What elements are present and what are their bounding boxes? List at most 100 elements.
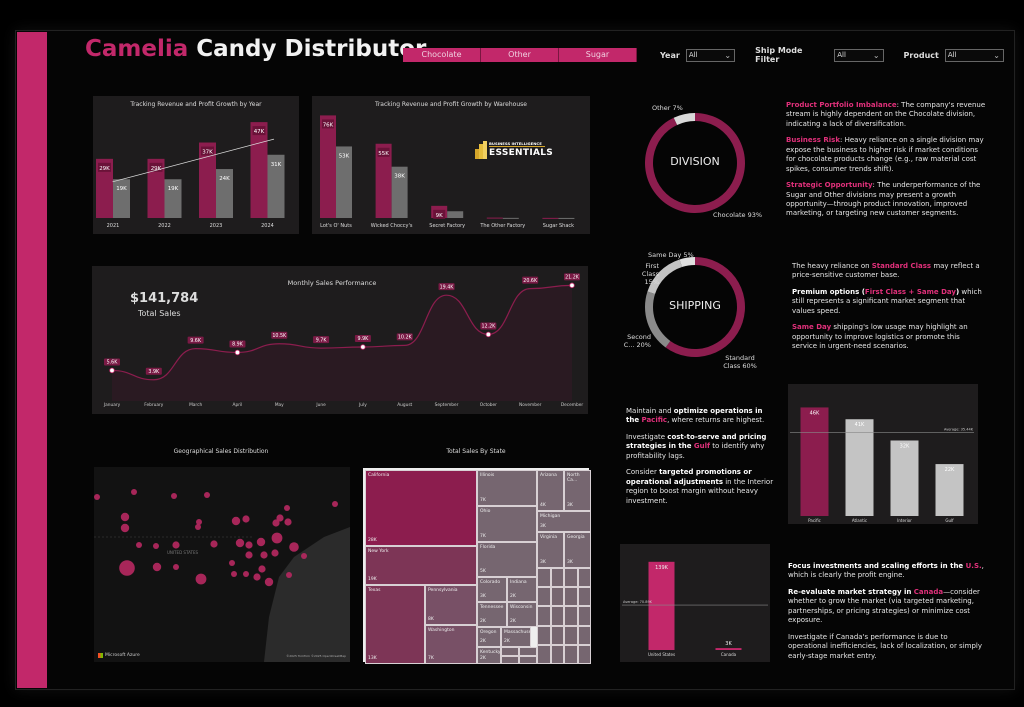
data-label: 31K: [271, 162, 282, 168]
sales-bubble: [231, 516, 241, 526]
sales-bubble: [196, 519, 202, 525]
title-rest: Candy Distributor: [188, 36, 427, 62]
treemap-cell-label: Colorado: [480, 580, 501, 585]
year-filter-dropdown[interactable]: All ⌄: [685, 48, 736, 62]
treemap-cell[interactable]: Tennessee 2K: [477, 602, 507, 627]
treemap-cell-small[interactable]: [577, 644, 591, 664]
treemap-cell[interactable]: Kentucky 2K: [477, 647, 501, 664]
treemap-cell[interactable]: North Ca... 3K: [564, 470, 591, 511]
donut-label-same-day: Same Day 5%: [648, 251, 694, 259]
data-label: 41K: [855, 422, 865, 428]
sales-bubble: [131, 489, 137, 495]
division-tab-other[interactable]: Other: [481, 48, 559, 62]
treemap-cell-small[interactable]: [501, 655, 519, 664]
treemap-cell-label: Georgia: [567, 535, 585, 540]
treemap-cell-small[interactable]: [564, 568, 578, 588]
sales-bubble: [271, 549, 279, 557]
treemap-cell-small[interactable]: [577, 568, 591, 588]
treemap-cell-small[interactable]: [577, 587, 591, 607]
treemap-cell-small[interactable]: [564, 644, 578, 664]
sales-bubble: [284, 518, 292, 526]
division-donut-chart[interactable]: DIVISION Other 7% Chocolate 93%: [610, 98, 780, 228]
insight-text: which still represents a significant mar…: [792, 287, 982, 315]
treemap-cell[interactable]: Georgia 3K: [564, 532, 591, 568]
sales-map[interactable]: UNITED STATES Microsoft Azure ©2025 TomT…: [94, 467, 350, 662]
division-tab-chocolate[interactable]: Chocolate: [403, 48, 481, 62]
treemap-sales-by-state[interactable]: California 28K New York 19K Texas 13K Pennsylv…: [363, 468, 591, 664]
division-tab-sugar[interactable]: Sugar: [559, 48, 637, 62]
treemap-cell-small[interactable]: [550, 644, 564, 664]
insight-highlight: First Class + Same Day: [864, 287, 956, 296]
treemap-cell-small[interactable]: [550, 606, 564, 626]
treemap-cell-value: 19K: [368, 577, 377, 582]
treemap-cell-small[interactable]: [519, 647, 537, 656]
treemap-cell[interactable]: Illinois 7K: [477, 470, 537, 506]
treemap-cell-small[interactable]: [537, 587, 551, 607]
treemap-cell-label: Kentucky: [480, 650, 501, 655]
treemap-cell-small[interactable]: [577, 625, 591, 645]
treemap-cell[interactable]: Pennsylvania 8K: [425, 585, 477, 625]
product-filter-dropdown[interactable]: All ⌄: [944, 48, 1004, 62]
treemap-cell[interactable]: Ohio 7K: [477, 506, 537, 542]
treemap-cell[interactable]: Texas 13K: [365, 585, 425, 664]
chart-monthly-sales[interactable]: Monthly Sales Performance $141,784 Total…: [92, 266, 588, 414]
x-tick-label: 2024: [261, 223, 274, 229]
data-label: 139K: [655, 565, 669, 571]
treemap-cell[interactable]: Washington 7K: [425, 625, 477, 664]
x-tick-label: November: [519, 402, 542, 408]
insight-paragraph: Strategic Opportunity: The underperforma…: [786, 181, 986, 219]
treemap-cell[interactable]: Indiana 2K: [507, 577, 537, 602]
chart-revenue-profit-by-year[interactable]: Tracking Revenue and Profit Growth by Ye…: [93, 96, 299, 234]
treemap-cell-small[interactable]: [501, 647, 519, 656]
treemap-cell-value: 3K: [567, 503, 573, 508]
data-label: 12.2K: [481, 324, 496, 330]
chart-revenue-profit-by-warehouse[interactable]: Tracking Revenue and Profit Growth by Wa…: [312, 96, 590, 234]
chevron-down-icon: ⌄: [872, 50, 880, 60]
treemap-cell-small[interactable]: [537, 606, 551, 626]
treemap-cell[interactable]: Virginia 3K: [537, 532, 564, 568]
treemap-cell[interactable]: Florida 5K: [477, 542, 537, 577]
treemap-cell-small[interactable]: [519, 655, 537, 664]
insight-paragraph: Investigate cost-to-serve and pricing st…: [626, 433, 776, 461]
chart-sales-by-country[interactable]: 139K United States 3K Canada Average: 70.89K: [620, 544, 770, 662]
donut-center-label: DIVISION: [670, 155, 720, 168]
sales-line: [111, 284, 573, 381]
treemap-cell-label: Arizona: [540, 473, 557, 478]
treemap-cell[interactable]: Michigan 3K: [537, 511, 591, 532]
treemap-cell-small[interactable]: [564, 606, 578, 626]
treemap-cell-small[interactable]: [550, 568, 564, 588]
treemap-cell[interactable]: Massachuse... 2K: [501, 627, 531, 647]
data-point: [360, 344, 366, 350]
x-tick-label: July: [358, 402, 367, 408]
treemap-cell[interactable]: Wisconsin 2K: [507, 602, 537, 627]
sales-bubble: [260, 551, 268, 559]
treemap-cell-small[interactable]: [550, 587, 564, 607]
treemap-cell-small[interactable]: [564, 587, 578, 607]
insight-highlight: Product Portfolio Imbalance: [786, 101, 897, 109]
treemap-cell[interactable]: Colorado 3K: [477, 577, 507, 602]
chart-profit-by-region[interactable]: 46K Pacific 41K Atlantic 32K Interior 22K Gulf A…: [788, 384, 978, 524]
insight-bold: Premium options (: [792, 287, 865, 296]
treemap-cell-small[interactable]: [537, 568, 551, 588]
year-filter-label: Year: [660, 50, 680, 60]
bar: [648, 561, 675, 650]
ship-mode-filter-value: All: [837, 50, 846, 59]
treemap-cell-small[interactable]: [537, 644, 551, 664]
treemap-cell-value: 8K: [428, 617, 434, 622]
shipping-donut-chart[interactable]: SHIPPING Same Day 5% First Class 15% Sec…: [610, 247, 780, 377]
treemap-cell[interactable]: Arizona 4K: [537, 470, 564, 511]
year-chart-svg: 29K 19K 2021 29K 19K 2022 37K 24K 2023 47K 31K 2024: [96, 122, 285, 229]
treemap-cell-small[interactable]: [577, 606, 591, 626]
treemap-cell-label: Massachuse...: [504, 630, 530, 635]
sales-bubble: [231, 571, 237, 577]
treemap-cell[interactable]: California 28K: [365, 470, 477, 546]
treemap-cell-small[interactable]: [537, 625, 551, 645]
microsoft-logo-icon: [98, 653, 103, 658]
treemap-cell[interactable]: New York 19K: [365, 546, 477, 585]
treemap-cell-small[interactable]: [550, 625, 564, 645]
treemap-cell-small[interactable]: [564, 625, 578, 645]
data-label-bg: [377, 147, 390, 157]
treemap-cell[interactable]: Oregon 2K: [477, 627, 501, 647]
ship-mode-filter-dropdown[interactable]: All ⌄: [834, 48, 884, 62]
data-label-bg: [104, 358, 120, 366]
